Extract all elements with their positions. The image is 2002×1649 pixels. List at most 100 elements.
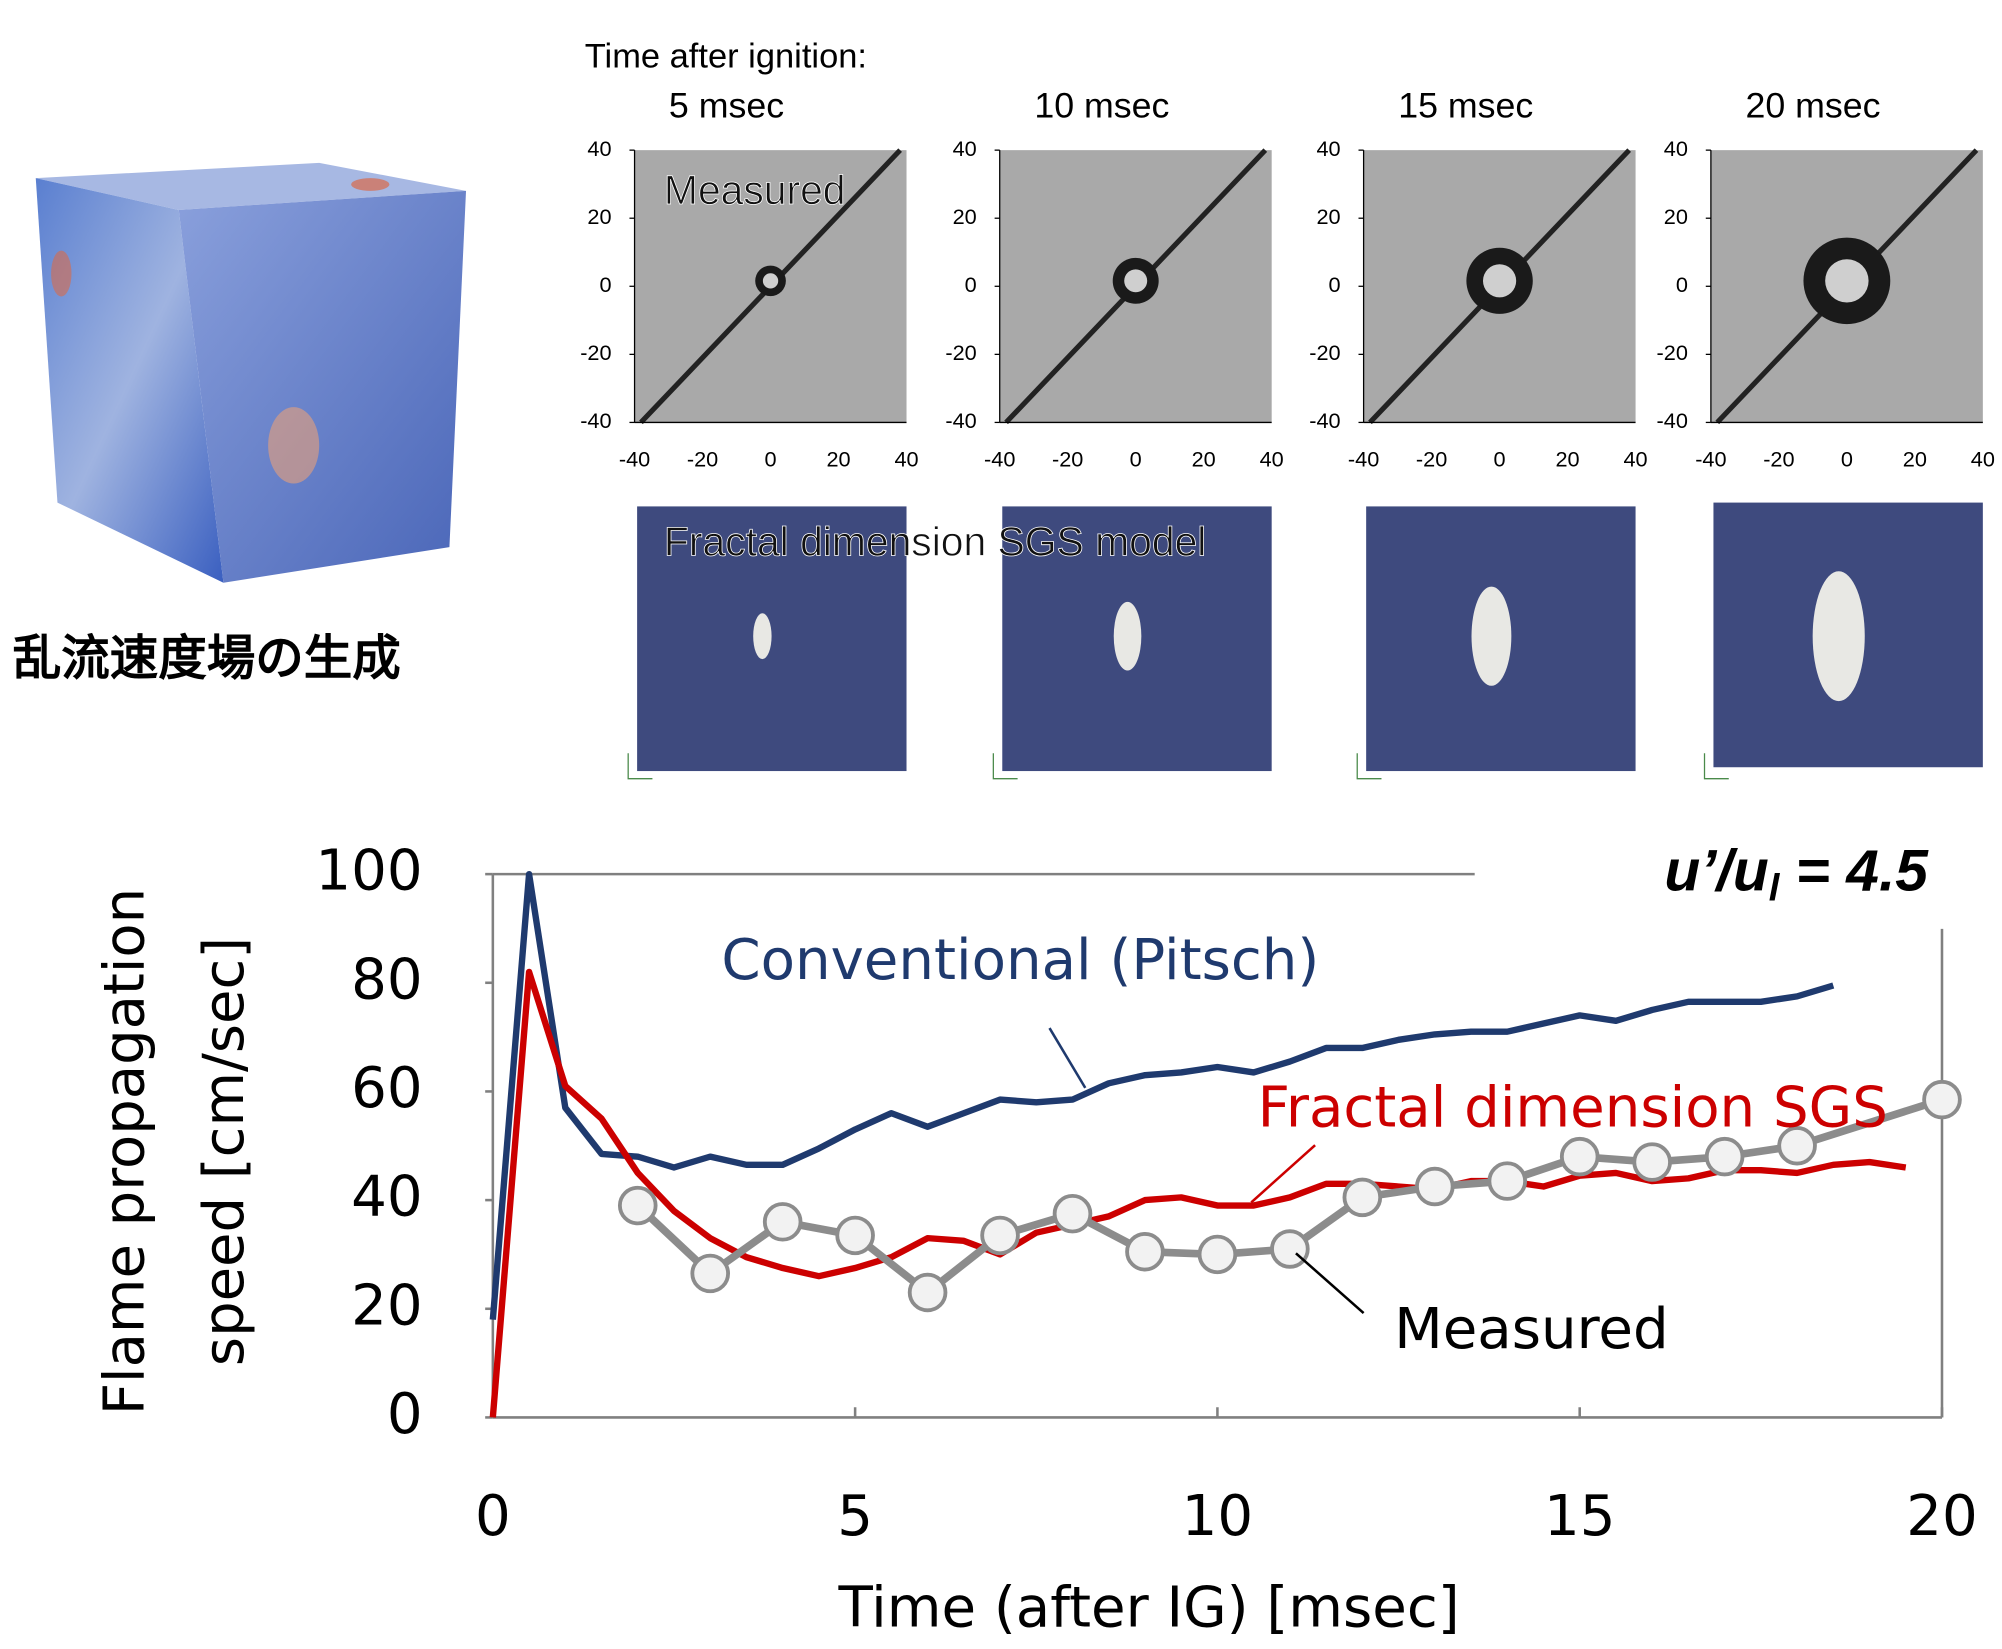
y-tick-label: 100 [315,839,422,904]
annotation-part: = 4.5 [1779,839,1929,904]
panel-time: 10 msec [1034,86,1169,126]
marker [1487,1161,1528,1201]
x-tick-label: 0 [475,1484,511,1549]
panel-y-tick: -20 [1309,340,1340,365]
marker [835,1215,875,1256]
panel-x-tick: -40 [619,446,650,471]
x-axis-title: Time (after IG) [msec] [838,1576,1460,1641]
panel-x-tick: 40 [894,446,918,471]
y-tick-label: 0 [387,1382,423,1447]
x-tick-label: 15 [1544,1484,1615,1549]
panel-y-tick: -20 [945,340,976,365]
leader-line [1048,1027,1087,1089]
panel-y-tick: 20 [1664,204,1688,229]
model-label: Fractal dimension SGS model [664,518,1206,564]
marker [1559,1136,1600,1177]
marker [1704,1136,1745,1177]
model-flame [1812,571,1865,702]
panel-y-tick: 40 [587,136,611,161]
panel-time: 5 msec [669,86,784,126]
panel-header: Time after ignition: [585,38,867,76]
panel-y-tick: -40 [1309,408,1340,433]
panel-y-tick: -20 [580,340,611,365]
panel-time: 15 msec [1398,86,1533,126]
model-flame [753,613,772,660]
cube-caption: 乱流速度場の生成 [13,631,401,687]
panel-x-tick: 20 [1192,446,1216,471]
model-image [637,506,907,772]
marker [1270,1229,1310,1269]
panel-x-tick: -20 [687,446,718,471]
flame-core [1482,264,1517,298]
panel-y-tick: 40 [953,136,977,161]
series-line [489,870,1835,1320]
axes-icon [627,753,653,780]
measured-label: Measured [664,167,846,213]
marker [980,1215,1020,1256]
panel-y-tick: -40 [1657,408,1688,433]
marker [1342,1177,1383,1218]
panel-y-tick: 20 [953,204,977,229]
panel-y-tick: 0 [600,272,612,297]
annotation-part: u’/u [1664,839,1768,904]
leader-line [1250,1144,1316,1204]
y-axis-title: Flame propagation [92,888,157,1415]
cube [35,162,467,583]
panel-x-tick: 20 [1556,446,1580,471]
panel-x-tick: -20 [1052,446,1083,471]
panel-x-tick: 20 [1903,446,1927,471]
panel-y-tick: -20 [1657,340,1688,365]
panel-x-tick: 0 [765,446,777,471]
marker [1922,1079,1962,1120]
axes-icon [1356,753,1382,780]
marker [690,1253,731,1294]
panel-y-tick: 0 [1329,272,1341,297]
panel-y-tick: 0 [1676,272,1688,297]
marker [1197,1234,1238,1275]
marker [1777,1126,1817,1166]
series-line [489,968,1907,1418]
panel-x-tick: -20 [1416,446,1447,471]
x-tick-label: 10 [1182,1484,1253,1549]
x-tick-label: 20 [1906,1484,1977,1549]
x-tick-label: 5 [837,1484,873,1549]
annotation-part: l [1769,867,1781,910]
panel-x-tick: 40 [1260,446,1284,471]
panel-x-tick: -40 [984,446,1015,471]
marker [1632,1142,1672,1182]
panel-x-tick: 0 [1841,446,1853,471]
y-axis-title: speed [cm/sec] [192,937,257,1366]
axes-icon [1703,753,1729,780]
y-tick-label: 80 [351,947,422,1012]
panel-x-tick: 40 [1971,446,1995,471]
panel-y-tick: 0 [965,272,977,297]
panel-x-tick: 0 [1130,446,1142,471]
axes-icon [992,753,1018,780]
y-tick-label: 40 [351,1165,422,1230]
panel-y-tick: 40 [1664,136,1688,161]
panel-x-tick: 0 [1494,446,1506,471]
panel-time: 20 msec [1746,86,1881,126]
flame-core [1825,259,1869,303]
panel-x-tick: -20 [1763,446,1794,471]
marker [1052,1193,1093,1234]
annotation: u’/ul = 4.5 [1664,839,1929,910]
panel-x-tick: -40 [1348,446,1379,471]
marker [907,1272,948,1313]
series-label: Conventional (Pitsch) [721,928,1319,993]
flame-core [1124,269,1148,293]
panel-x-tick: -40 [1695,446,1726,471]
marker [1125,1231,1165,1272]
y-tick-label: 60 [351,1056,422,1121]
marker [617,1185,658,1226]
panel-y-tick: -40 [580,408,611,433]
panel-y-tick: 40 [1316,136,1340,161]
model-flame [1471,586,1512,686]
panel-x-tick: 40 [1623,446,1647,471]
y-tick-label: 20 [351,1273,422,1338]
panel-x-tick: 20 [826,446,850,471]
flame-core [762,273,779,289]
model-flame [1113,601,1142,671]
panel-y-tick: 20 [587,204,611,229]
